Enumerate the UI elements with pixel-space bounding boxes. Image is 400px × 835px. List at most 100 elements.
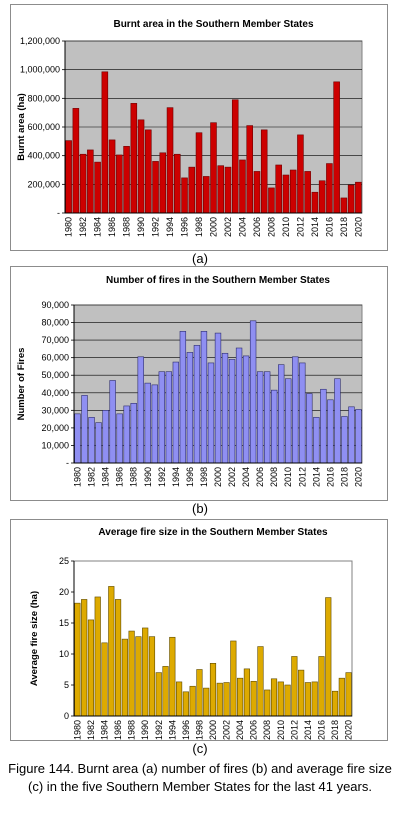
bar-1999	[203, 687, 210, 717]
x-tick-label: 2002	[222, 720, 232, 740]
x-tick-label: 2004	[235, 720, 245, 740]
y-tick-label: 50,000	[41, 370, 69, 380]
bar-2011	[292, 356, 299, 464]
bar-1997	[189, 685, 196, 717]
bar-2002	[224, 166, 232, 214]
bar-1985	[101, 71, 109, 214]
bar-2002	[223, 682, 230, 717]
x-tick-label: 2016	[324, 217, 334, 237]
bar-1993	[165, 371, 173, 464]
bar-2018	[340, 197, 348, 214]
y-tick-label: 400,000	[27, 151, 60, 161]
bar-2013	[306, 393, 313, 464]
bar-1982	[79, 153, 87, 214]
y-tick-label: 10	[59, 649, 69, 659]
bar-1982	[87, 619, 95, 717]
bar-2008	[271, 389, 278, 464]
x-tick-label: 1982	[87, 467, 97, 487]
bar-2003	[230, 640, 237, 717]
x-tick-label: 2004	[237, 217, 247, 237]
number-of-fires-chart: Number of fires in the Southern Member S…	[16, 275, 363, 487]
x-tick-label: 1996	[181, 720, 191, 740]
x-tick-label: 1998	[199, 467, 209, 487]
bar-2013	[304, 171, 311, 214]
x-tick-label: 2020	[353, 217, 363, 237]
bar-2000	[209, 663, 217, 717]
x-tick-label: 2008	[262, 720, 272, 740]
x-tick-label: 2012	[295, 217, 305, 237]
x-tick-label: 2004	[241, 467, 251, 487]
bar-1997	[188, 166, 196, 214]
x-tick-label: 1996	[185, 467, 195, 487]
bar-1999	[202, 176, 210, 214]
bar-1992	[152, 161, 159, 214]
x-tick-label: 2006	[255, 467, 265, 487]
bar-2018	[331, 690, 339, 717]
bar-2009	[278, 364, 285, 464]
x-tick-label: 1994	[171, 467, 181, 487]
x-tick-label: 1980	[64, 217, 74, 237]
figure-caption: Figure 144. Burnt area (a) number of fir…	[8, 761, 392, 794]
y-tick-label: 10,000	[41, 440, 69, 450]
x-tick-label: 1988	[127, 720, 137, 740]
bar-2016	[327, 399, 334, 464]
y-tick-label: 80,000	[41, 318, 69, 328]
bar-1987	[116, 154, 123, 214]
x-tick-label: 2014	[310, 217, 320, 237]
bar-1983	[95, 422, 102, 464]
bar-2020	[355, 409, 362, 464]
y-tick-label: 40,000	[41, 388, 69, 398]
chart-title: Number of fires in the Southern Member S…	[106, 275, 330, 286]
chart-panel-number-of-fires: Number of fires in the Southern Member S…	[10, 266, 388, 501]
bar-1998	[196, 669, 203, 717]
y-tick-label: 5	[64, 680, 69, 690]
y-axis-label: Burnt area (ha)	[16, 93, 27, 161]
x-tick-label: 2010	[281, 217, 291, 237]
chart-panel-burnt-area: Burnt area in the Southern Member States…	[10, 4, 388, 251]
x-tick-label: 1998	[194, 217, 204, 237]
y-tick-label: -	[66, 458, 69, 468]
bar-2002	[228, 359, 236, 464]
y-tick-label: 800,000	[27, 93, 60, 103]
bar-2004	[239, 159, 246, 214]
y-tick-label: 70,000	[41, 335, 69, 345]
bar-1980	[74, 413, 81, 464]
bar-1981	[81, 599, 88, 717]
y-axis-label: Average fire size (ha)	[29, 591, 40, 686]
bar-1998	[195, 132, 203, 214]
bar-1990	[142, 627, 149, 717]
x-tick-label: 2000	[209, 217, 219, 237]
bar-1990	[144, 382, 151, 464]
bar-1991	[151, 384, 158, 464]
bar-2010	[282, 174, 290, 214]
bar-2012	[299, 362, 306, 464]
x-tick-label: 2012	[297, 467, 307, 487]
bar-2019	[338, 677, 345, 717]
bar-1985	[109, 380, 116, 464]
bar-1996	[182, 691, 189, 717]
bar-2009	[275, 164, 282, 214]
x-tick-label: 2000	[213, 467, 223, 487]
bar-2005	[246, 125, 253, 214]
bar-2001	[216, 682, 223, 717]
x-tick-label: 2014	[311, 467, 321, 487]
y-tick-label: 25	[59, 556, 69, 566]
x-tick-label: 1992	[154, 720, 164, 740]
bar-1988	[128, 630, 135, 717]
bar-2017	[325, 597, 332, 717]
y-tick-label: 30,000	[41, 405, 69, 415]
bar-1989	[130, 103, 138, 214]
bar-2001	[217, 165, 225, 214]
bar-2000	[214, 332, 222, 464]
chart-title: Average fire size in the Southern Member…	[98, 527, 328, 538]
x-tick-label: 1986	[107, 217, 117, 237]
bar-2008	[264, 689, 271, 717]
bar-2009	[270, 678, 278, 717]
x-tick-label: 1986	[115, 467, 125, 487]
x-tick-label: 1994	[165, 217, 175, 237]
bar-2004	[242, 355, 250, 464]
bar-1988	[123, 146, 130, 214]
x-tick-label: 1998	[194, 720, 204, 740]
panel-label-a: (a)	[192, 251, 208, 266]
x-tick-label: 2012	[289, 720, 299, 740]
